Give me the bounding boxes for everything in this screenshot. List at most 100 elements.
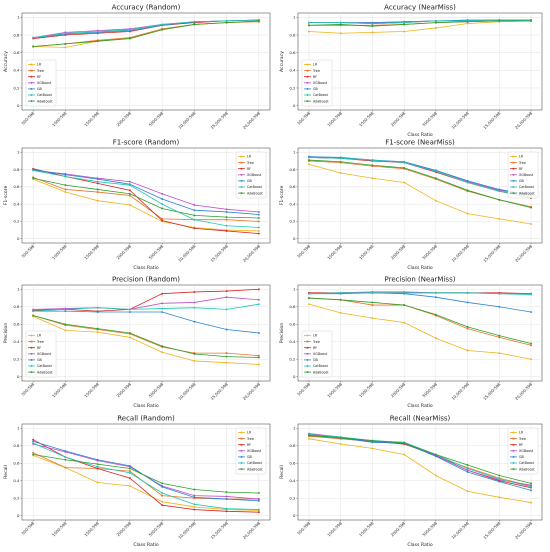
- legend-marker: [306, 352, 309, 355]
- data-point: [434, 474, 437, 477]
- data-point: [128, 204, 131, 206]
- chart-title: Precision (NearMiss): [385, 276, 456, 284]
- legend-marker: [240, 155, 243, 158]
- data-point: [257, 332, 260, 334]
- x-tick-label: 10,000:598: [450, 110, 470, 130]
- legend-box: [25, 330, 57, 378]
- legend-label: RF: [313, 346, 317, 350]
- y-axis-label: F1-score: [279, 186, 285, 206]
- legend-label: LR: [37, 63, 42, 67]
- y-axis-label: Precision: [3, 323, 9, 344]
- x-tick-label: 1500:598: [358, 520, 375, 537]
- data-point: [339, 436, 342, 439]
- y-tick-label: 0: [293, 513, 296, 518]
- y-tick-label: 0.6: [289, 50, 296, 55]
- legend-label: GB: [247, 455, 253, 459]
- x-tick-label: 15,000:598: [209, 381, 229, 401]
- legend-label: AdaBoost: [519, 467, 535, 471]
- data-point: [498, 190, 501, 193]
- data-point: [32, 45, 35, 48]
- legend-marker: [306, 63, 309, 66]
- data-point: [193, 23, 196, 26]
- data-point: [161, 219, 164, 222]
- legend-marker: [306, 81, 309, 84]
- series-line: [308, 434, 532, 484]
- x-tick-label: 20,000:598: [514, 110, 534, 130]
- x-tick-label: 1000:598: [326, 243, 343, 260]
- chart-title: F1-score (NearMiss): [385, 139, 455, 147]
- legend-marker: [512, 437, 515, 440]
- legend-label: LR: [247, 431, 252, 435]
- legend-marker: [512, 468, 515, 471]
- data-point: [193, 503, 196, 506]
- y-tick-label: 0.4: [13, 201, 20, 206]
- data-point: [257, 298, 260, 301]
- legend-label: Tree: [312, 69, 320, 73]
- y-axis-label: Recall: [279, 465, 285, 479]
- series-line: [308, 303, 532, 360]
- y-tick-label: 0.4: [289, 68, 296, 73]
- legend-marker: [240, 437, 243, 440]
- data-point: [96, 180, 99, 183]
- data-point: [225, 21, 228, 24]
- data-point: [339, 172, 342, 174]
- chart-panel-accuracy-nearmiss: Accuracy (NearMiss)00.20.40.60.81500:598…: [279, 4, 543, 138]
- x-tick-label: 10,000:598: [450, 381, 470, 401]
- data-point: [466, 189, 469, 192]
- series-line: [308, 297, 532, 344]
- x-tick-label: 1000:598: [51, 243, 68, 260]
- data-point: [371, 177, 374, 180]
- series-lr: [308, 303, 532, 361]
- data-point: [466, 179, 469, 182]
- data-point: [128, 485, 131, 487]
- data-point: [32, 308, 35, 311]
- y-tick-label: 1: [17, 15, 20, 20]
- data-point: [64, 42, 67, 45]
- data-point: [498, 334, 501, 337]
- y-tick-label: 0: [17, 103, 20, 108]
- y-tick-label: 0.6: [13, 461, 20, 466]
- data-point: [434, 177, 437, 180]
- data-point: [32, 314, 35, 317]
- legend-label: RF: [519, 167, 523, 171]
- legend: LR Tree RF XGBoost GB CatBoost AdaBoost: [507, 427, 539, 475]
- x-axis-label: Class Ratio: [407, 265, 433, 271]
- data-point: [128, 37, 131, 40]
- legend-marker: [30, 75, 33, 78]
- x-tick-label: 5000:598: [421, 520, 438, 537]
- data-point: [434, 296, 437, 299]
- data-point: [193, 218, 196, 221]
- y-tick-label: 0: [17, 236, 20, 241]
- data-point: [371, 291, 374, 294]
- y-tick-label: 0.8: [289, 32, 296, 37]
- y-tick-label: 1: [17, 287, 20, 292]
- series-line: [308, 20, 532, 34]
- data-point: [96, 40, 99, 43]
- data-point: [308, 434, 310, 437]
- data-point: [530, 19, 532, 22]
- data-point: [308, 163, 310, 166]
- data-point: [371, 22, 374, 25]
- legend-marker: [30, 352, 33, 355]
- y-tick-label: 0.2: [13, 85, 20, 90]
- legend: LR Tree RF XGBoost GB CatBoost AdaBoost: [507, 151, 539, 199]
- x-tick-label: 1500:598: [83, 381, 100, 398]
- y-tick-label: 0.8: [289, 443, 296, 448]
- data-point: [96, 30, 99, 33]
- legend-marker: [30, 81, 33, 84]
- data-point: [257, 363, 260, 366]
- data-point: [257, 492, 260, 494]
- data-point: [308, 159, 310, 162]
- series-lr: [308, 437, 532, 504]
- legend-label: GB: [313, 358, 319, 362]
- data-point: [530, 501, 532, 504]
- data-point: [466, 490, 469, 493]
- data-point: [64, 310, 67, 313]
- data-point: [128, 471, 131, 474]
- x-tick-label: 15,000:598: [209, 110, 229, 130]
- legend-label: CatBoost: [313, 364, 329, 368]
- legend-marker: [240, 179, 243, 182]
